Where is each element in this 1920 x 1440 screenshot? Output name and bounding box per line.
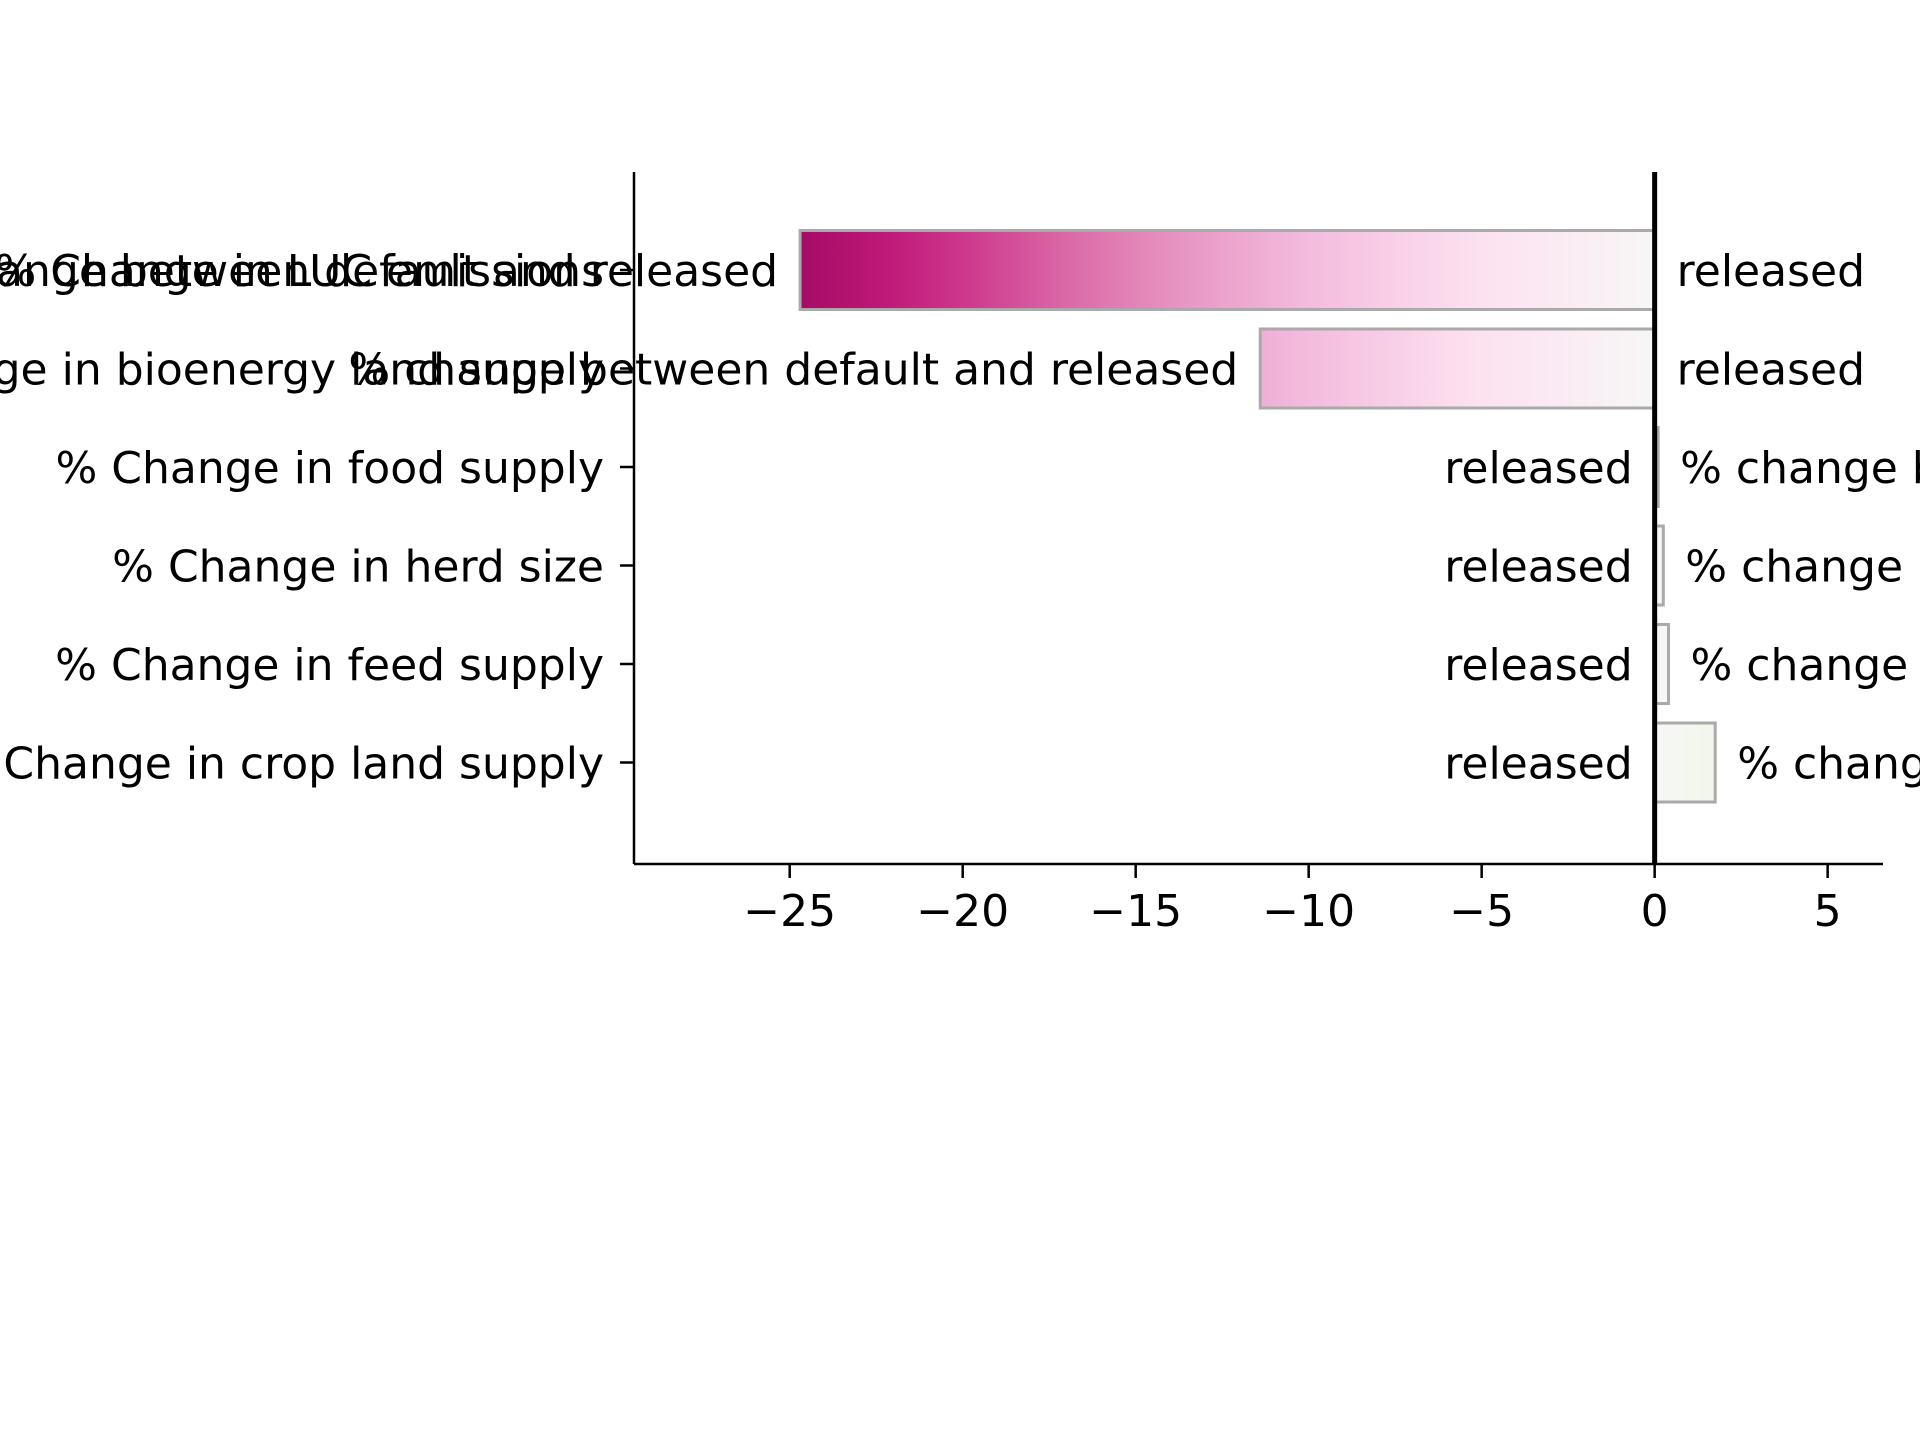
x-tick-label-0: −25 bbox=[743, 886, 836, 937]
y-tick-label-0: % Change in LUC emissions bbox=[0, 246, 604, 297]
x-tick-label-1: −20 bbox=[916, 886, 1009, 937]
bar-label-released-1: released bbox=[1677, 345, 1865, 396]
y-tick-label-3: % Change in herd size bbox=[112, 542, 604, 593]
y-tick-label-4: % Change in feed supply bbox=[55, 640, 604, 691]
bar-1 bbox=[1258, 327, 1657, 410]
bar-label-change-2: % change between default and released bbox=[1680, 443, 1920, 494]
bar-label-change-0: % change between default and released bbox=[0, 246, 778, 297]
bar-label-change-4: % change between default and released bbox=[1690, 640, 1920, 691]
bar-label-change-5: % change between default and released bbox=[1737, 739, 1920, 790]
bar-labels: % change between default and released rel… bbox=[0, 246, 1920, 790]
x-tick-label-6: 5 bbox=[1814, 886, 1842, 937]
y-axis-ticks: % Change in LUC emissions % Change in bio… bbox=[0, 246, 634, 790]
axes bbox=[632, 172, 1883, 866]
bar-label-change-1: % change between default and released bbox=[348, 345, 1238, 396]
bar-label-change-3: % change between default and released bbox=[1685, 542, 1920, 593]
bar-label-released-3: released bbox=[1444, 542, 1632, 593]
x-tick-label-2: −15 bbox=[1089, 886, 1182, 937]
x-tick-label-5: 0 bbox=[1641, 886, 1669, 937]
y-tick-label-5: % Change in crop land supply bbox=[0, 739, 604, 790]
y-tick-label-2: % Change in food supply bbox=[55, 443, 604, 494]
y-tick-label-1: % Change in bioenergy land supply bbox=[0, 345, 604, 396]
bar-label-released-2: released bbox=[1444, 443, 1632, 494]
bar-label-released-4: released bbox=[1444, 640, 1632, 691]
x-tick-label-3: −10 bbox=[1262, 886, 1355, 937]
bar-0 bbox=[798, 229, 1657, 311]
bars-layer bbox=[798, 229, 1717, 804]
bar-label-released-5: released bbox=[1444, 739, 1632, 790]
x-axis-ticks: −25 −20 −15 −10 −5 0 5 bbox=[743, 864, 1842, 937]
bar-5 bbox=[1653, 721, 1717, 804]
x-tick-label-4: −5 bbox=[1449, 886, 1514, 937]
bar-label-released-0: released bbox=[1677, 246, 1865, 297]
